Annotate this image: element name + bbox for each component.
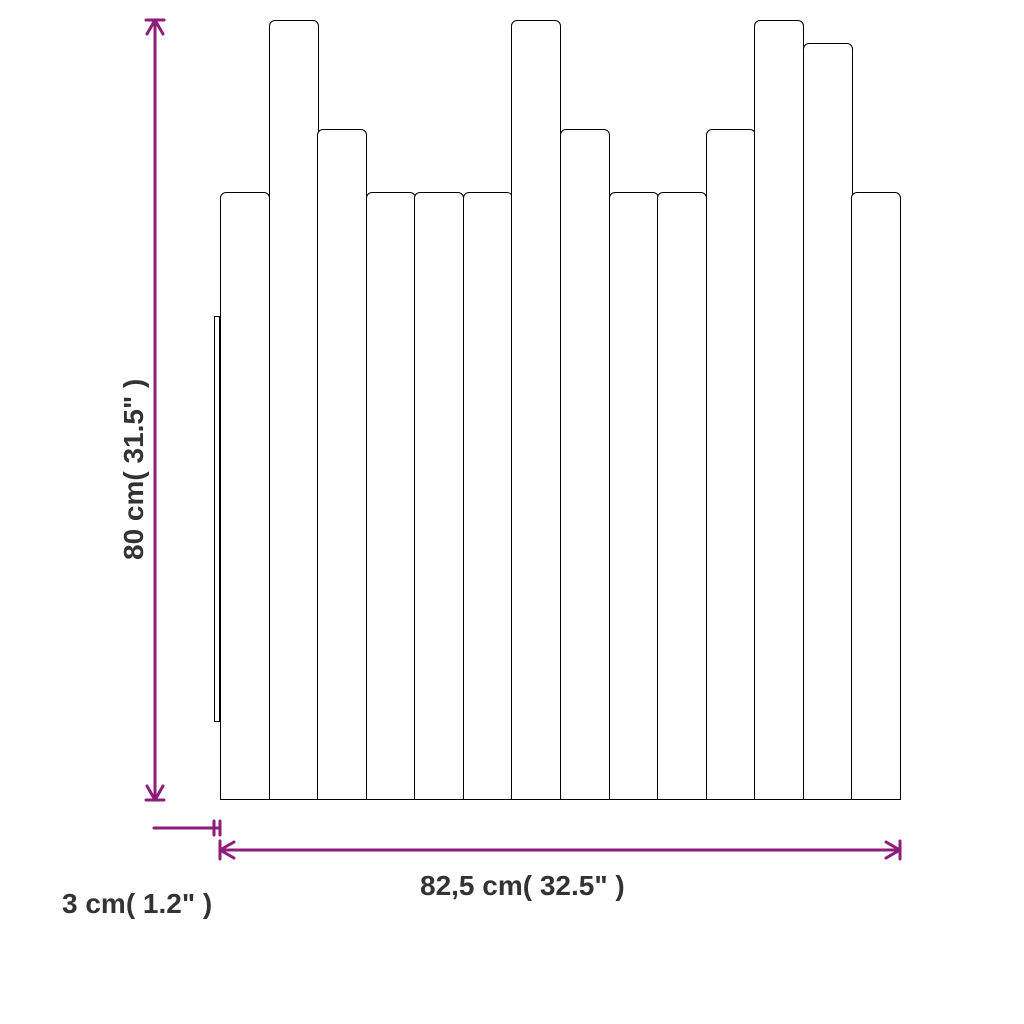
height-label: 80 cm( 31.5" ) <box>118 379 150 560</box>
width-label: 82,5 cm( 32.5" ) <box>420 870 625 902</box>
slat <box>366 192 416 800</box>
slat <box>414 192 464 800</box>
depth-label: 3 cm( 1.2" ) <box>62 888 212 920</box>
slat <box>851 192 901 800</box>
slat <box>754 20 804 800</box>
slat <box>657 192 707 800</box>
slat <box>463 192 513 800</box>
slat <box>803 43 853 800</box>
slat <box>609 192 659 800</box>
slat <box>511 20 561 800</box>
diagram-stage: 80 cm( 31.5" ) 82,5 cm( 32.5" ) 3 cm( 1.… <box>0 0 1024 1024</box>
slat <box>269 20 319 800</box>
slat <box>560 129 610 800</box>
slat <box>706 129 756 800</box>
slat <box>317 129 367 800</box>
slat <box>220 192 270 800</box>
